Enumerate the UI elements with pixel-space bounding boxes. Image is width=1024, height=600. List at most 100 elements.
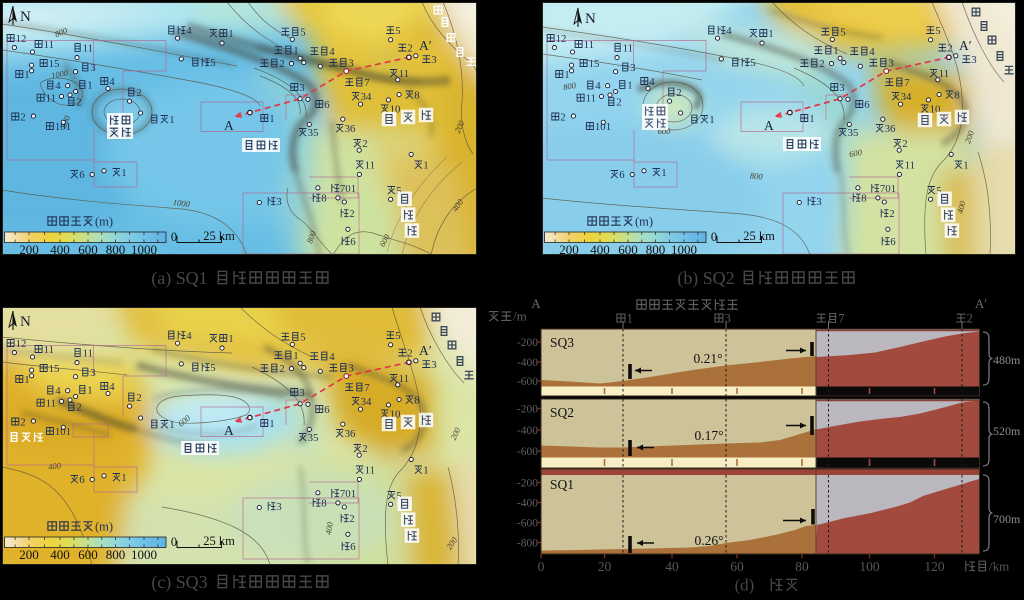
svg-text:-600: -600 bbox=[517, 376, 538, 388]
svg-text:SQ3: SQ3 bbox=[550, 335, 574, 350]
svg-text:25 km: 25 km bbox=[203, 534, 235, 548]
svg-text:3: 3 bbox=[90, 62, 95, 74]
svg-text:36: 36 bbox=[885, 123, 896, 135]
svg-text:120: 120 bbox=[924, 559, 945, 574]
svg-text:A′: A′ bbox=[419, 38, 432, 53]
svg-text:(m): (m) bbox=[95, 215, 113, 229]
svg-text:4: 4 bbox=[55, 385, 61, 397]
svg-text:11: 11 bbox=[623, 42, 633, 54]
svg-text:0: 0 bbox=[711, 230, 717, 244]
svg-text:(c) SQ3: (c) SQ3 bbox=[151, 572, 207, 593]
svg-text:34: 34 bbox=[361, 91, 372, 103]
svg-text:36: 36 bbox=[345, 123, 356, 135]
svg-text:600: 600 bbox=[78, 242, 98, 257]
svg-text:8: 8 bbox=[414, 394, 419, 406]
svg-text:(m): (m) bbox=[95, 520, 113, 534]
svg-text:/m: /m bbox=[513, 309, 527, 324]
svg-text:600: 600 bbox=[78, 547, 98, 562]
svg-text:1000: 1000 bbox=[131, 547, 157, 562]
svg-text:3: 3 bbox=[630, 62, 635, 74]
svg-text:-200: -200 bbox=[517, 337, 538, 349]
svg-text:3: 3 bbox=[276, 196, 281, 208]
svg-text:400: 400 bbox=[955, 199, 968, 215]
svg-text:800: 800 bbox=[304, 229, 318, 245]
svg-text:1: 1 bbox=[24, 374, 29, 386]
svg-text:2: 2 bbox=[967, 311, 973, 325]
svg-text:400: 400 bbox=[590, 242, 610, 257]
svg-text:35: 35 bbox=[308, 127, 319, 139]
svg-text:3: 3 bbox=[90, 367, 95, 379]
svg-text:6: 6 bbox=[350, 541, 356, 553]
svg-text:4: 4 bbox=[109, 381, 115, 393]
svg-text:2: 2 bbox=[349, 208, 354, 220]
svg-text:2: 2 bbox=[136, 392, 141, 404]
svg-text:4: 4 bbox=[55, 80, 61, 92]
svg-text:4: 4 bbox=[186, 25, 192, 37]
svg-text:11: 11 bbox=[905, 159, 915, 171]
svg-text:4: 4 bbox=[109, 76, 115, 88]
svg-text:10: 10 bbox=[930, 103, 941, 115]
svg-text:12: 12 bbox=[556, 33, 567, 45]
svg-text:2: 2 bbox=[76, 97, 81, 109]
svg-text:6: 6 bbox=[79, 474, 85, 486]
svg-text:-400: -400 bbox=[517, 498, 538, 510]
svg-text:7: 7 bbox=[364, 382, 370, 394]
svg-text:SQ1: SQ1 bbox=[550, 477, 574, 492]
svg-text:A: A bbox=[531, 296, 541, 311]
svg-text:2: 2 bbox=[407, 42, 412, 54]
svg-text:1: 1 bbox=[121, 167, 126, 179]
svg-text:2: 2 bbox=[889, 208, 894, 220]
svg-text:1: 1 bbox=[833, 45, 838, 57]
svg-text:11: 11 bbox=[83, 347, 93, 359]
svg-text:101: 101 bbox=[55, 121, 71, 133]
svg-text:11: 11 bbox=[399, 68, 409, 80]
svg-text:(m): (m) bbox=[635, 215, 653, 229]
svg-text:1: 1 bbox=[121, 472, 126, 484]
svg-text:700m: 700m bbox=[993, 512, 1021, 526]
svg-text:2: 2 bbox=[407, 347, 412, 359]
svg-text:800: 800 bbox=[106, 242, 126, 257]
svg-text:1000: 1000 bbox=[671, 242, 697, 257]
svg-text:80: 80 bbox=[795, 559, 809, 574]
svg-text:12: 12 bbox=[16, 338, 27, 350]
svg-text:A: A bbox=[764, 118, 774, 133]
svg-text:5: 5 bbox=[396, 185, 401, 197]
svg-text:(a) SQ1: (a) SQ1 bbox=[151, 268, 207, 289]
svg-text:7: 7 bbox=[904, 77, 910, 89]
svg-text:400: 400 bbox=[48, 460, 63, 472]
svg-text:520m: 520m bbox=[993, 424, 1021, 438]
svg-text:2: 2 bbox=[676, 87, 681, 99]
svg-text:2: 2 bbox=[362, 138, 367, 150]
svg-text:1: 1 bbox=[768, 28, 773, 40]
svg-text:1: 1 bbox=[169, 419, 174, 431]
svg-text:701: 701 bbox=[340, 183, 356, 195]
svg-text:(b) SQ2: (b) SQ2 bbox=[677, 268, 734, 289]
svg-text:5: 5 bbox=[840, 26, 845, 38]
svg-text:800: 800 bbox=[53, 25, 69, 39]
svg-text:4: 4 bbox=[186, 330, 192, 342]
svg-text:12: 12 bbox=[16, 33, 27, 45]
svg-text:400: 400 bbox=[50, 242, 70, 257]
svg-text:3: 3 bbox=[299, 82, 304, 94]
svg-text:1: 1 bbox=[709, 114, 714, 126]
svg-text:8: 8 bbox=[861, 192, 866, 204]
svg-text:35: 35 bbox=[308, 432, 319, 444]
svg-text:3: 3 bbox=[299, 387, 304, 399]
svg-text:11: 11 bbox=[46, 93, 56, 105]
svg-text:2: 2 bbox=[20, 416, 25, 428]
svg-text:3: 3 bbox=[888, 57, 893, 69]
svg-text:1: 1 bbox=[423, 159, 428, 171]
svg-text:N: N bbox=[20, 314, 31, 330]
svg-text:400: 400 bbox=[323, 521, 335, 536]
svg-text:480m: 480m bbox=[993, 353, 1021, 367]
svg-text:0.17°: 0.17° bbox=[694, 428, 723, 443]
svg-text:34: 34 bbox=[361, 396, 372, 408]
svg-text:1: 1 bbox=[809, 113, 814, 125]
svg-text:1: 1 bbox=[228, 28, 233, 40]
svg-text:101: 101 bbox=[595, 121, 611, 133]
svg-text:A′: A′ bbox=[959, 38, 972, 53]
svg-text:/km: /km bbox=[989, 559, 1009, 574]
svg-text:15: 15 bbox=[49, 58, 60, 70]
svg-text:34: 34 bbox=[901, 91, 912, 103]
svg-text:5: 5 bbox=[395, 25, 400, 37]
